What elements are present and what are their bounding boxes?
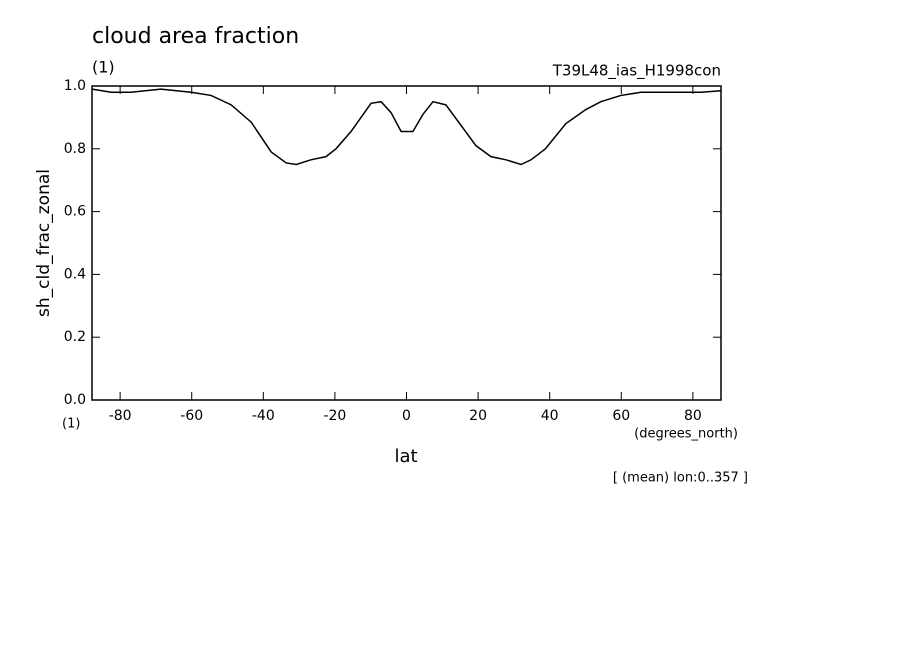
- y-tick-label: 1.0: [64, 78, 86, 94]
- x-tick-label: -80: [109, 408, 132, 424]
- x-tick-label: 80: [684, 408, 702, 424]
- y-tick-label: 0.8: [64, 141, 86, 157]
- x-tick-label: 0: [402, 408, 411, 424]
- y-tick-label: 0.2: [64, 329, 86, 345]
- y-axis-label: sh_cld_frac_zonal: [34, 169, 54, 317]
- chart-title: cloud area fraction: [92, 24, 299, 49]
- x-tick-label: 40: [541, 408, 559, 424]
- title-unit: (1): [92, 58, 115, 77]
- x-axis-label: lat: [394, 446, 417, 467]
- y-unit: (1): [62, 417, 80, 432]
- x-unit: (degrees_north): [634, 427, 738, 442]
- x-tick-label: 20: [469, 408, 487, 424]
- subtitle: T39L48_ias_H1998con: [552, 62, 721, 81]
- y-tick-label: 0.4: [64, 266, 86, 282]
- plot-frame: [91, 85, 722, 401]
- x-tick-label: -20: [323, 408, 346, 424]
- y-tick-label: 0.6: [64, 204, 86, 220]
- y-tick-label: 0.0: [64, 392, 86, 408]
- x-tick-label: 60: [612, 408, 630, 424]
- annotation: [ (mean) lon:0..357 ]: [613, 471, 748, 486]
- data-line: [91, 88, 722, 166]
- x-tick-label: -60: [180, 408, 203, 424]
- x-tick-label: -40: [252, 408, 275, 424]
